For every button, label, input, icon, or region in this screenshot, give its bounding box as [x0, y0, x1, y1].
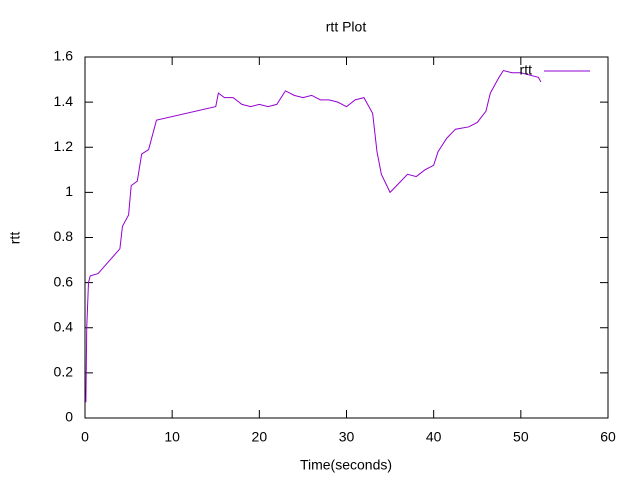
y-tick-label: 0.6 [54, 273, 74, 289]
x-tick-label: 50 [513, 429, 529, 445]
x-axis-label: Time(seconds) [300, 457, 392, 473]
x-tick-label: 60 [600, 429, 616, 445]
legend-label: rtt [520, 62, 533, 78]
y-tick-label: 0.2 [54, 364, 74, 380]
y-tick-label: 0.4 [54, 318, 74, 334]
y-tick-label: 1.4 [54, 93, 74, 109]
chart-title: rtt Plot [326, 19, 367, 35]
data-line [85, 69, 542, 403]
y-tick-label: 1.6 [54, 48, 74, 64]
y-tick-label: 1 [65, 183, 73, 199]
y-tick-label: 0 [65, 409, 73, 425]
x-tick-label: 20 [252, 429, 268, 445]
x-tick-label: 30 [339, 429, 355, 445]
y-tick-label: 0.8 [54, 228, 74, 244]
y-tick-label: 1.2 [54, 138, 74, 154]
y-axis-label: rtt [7, 232, 23, 245]
x-tick-label: 10 [164, 429, 180, 445]
x-tick-label: 0 [81, 429, 89, 445]
x-tick-label: 40 [426, 429, 442, 445]
